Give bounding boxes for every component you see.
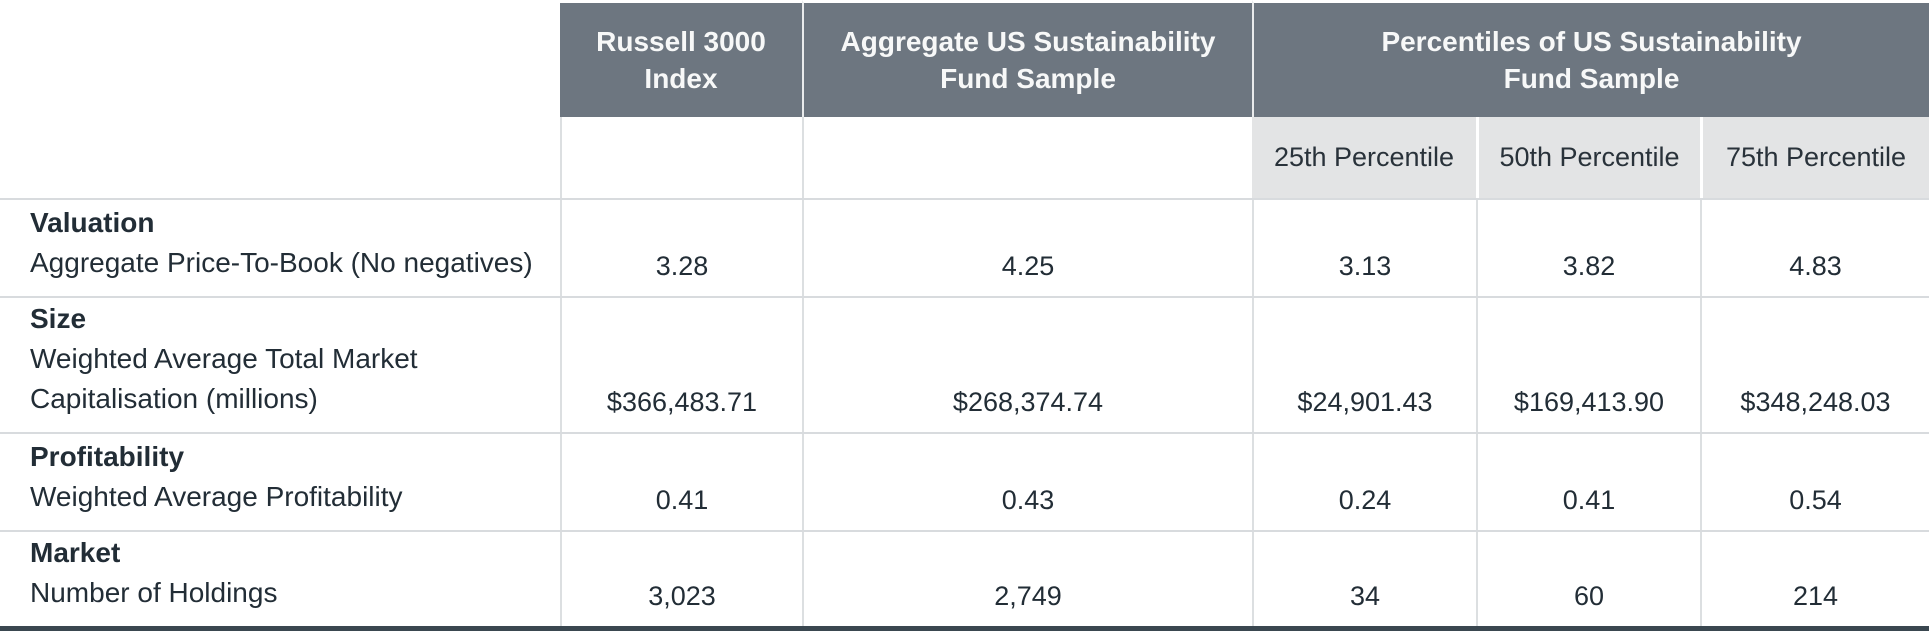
row-label: Market Number of Holdings <box>0 532 560 626</box>
table-row-profitability: Profitability Weighted Average Profitabi… <box>0 432 1929 530</box>
table-row-market: Market Number of Holdings 3,023 2,749 34… <box>0 530 1929 626</box>
row-category: Valuation <box>30 207 155 238</box>
subheader-75th-percentile: 75th Percentile <box>1700 117 1929 198</box>
cell-value: 2,749 <box>802 532 1252 626</box>
cell-value: 0.54 <box>1700 434 1929 530</box>
column-header-percentiles-group: Percentiles of US Sustainability Fund Sa… <box>1252 0 1929 117</box>
header-line: Percentiles of US Sustainability <box>1381 26 1802 57</box>
cell-value: 60 <box>1476 532 1700 626</box>
header-line: Russell 3000 <box>596 26 766 57</box>
cell-value: $169,413.90 <box>1476 298 1700 432</box>
cell-value: 3,023 <box>560 532 802 626</box>
table-row-size: Size Weighted Average Total Market Capit… <box>0 296 1929 432</box>
column-header-aggregate-sample: Aggregate US Sustainability Fund Sample <box>802 0 1252 117</box>
table-row-valuation: Valuation Aggregate Price-To-Book (No ne… <box>0 198 1929 296</box>
table-bottom-border <box>0 626 1929 631</box>
row-label: Valuation Aggregate Price-To-Book (No ne… <box>0 200 560 296</box>
row-category: Size <box>30 303 87 334</box>
header-line: Aggregate US Sustainability <box>840 26 1216 57</box>
row-category: Profitability <box>30 441 185 472</box>
cell-value: 4.25 <box>802 200 1252 296</box>
header-row: Russell 3000 Index Aggregate US Sustaina… <box>0 0 1929 117</box>
header-spacer <box>0 0 560 117</box>
header-line: Index <box>644 63 718 94</box>
cell-value: 34 <box>1252 532 1476 626</box>
cell-value: $24,901.43 <box>1252 298 1476 432</box>
subheader-blank-russell <box>560 117 802 198</box>
row-label: Size Weighted Average Total Market Capit… <box>0 298 560 432</box>
row-metric: Aggregate Price-To-Book (No negatives) <box>30 247 533 278</box>
row-label: Profitability Weighted Average Profitabi… <box>0 434 560 530</box>
cell-value: $268,374.74 <box>802 298 1252 432</box>
cell-value: 0.41 <box>1476 434 1700 530</box>
cell-value: $366,483.71 <box>560 298 802 432</box>
cell-value: 3.82 <box>1476 200 1700 296</box>
cell-value: $348,248.03 <box>1700 298 1929 432</box>
cell-value: 0.43 <box>802 434 1252 530</box>
subheader-row: 25th Percentile 50th Percentile 75th Per… <box>0 117 1929 198</box>
row-metric: Number of Holdings <box>30 577 278 608</box>
cell-value: 214 <box>1700 532 1929 626</box>
row-metric: Weighted Average Total Market Capitalisa… <box>30 343 418 414</box>
header-line: Fund Sample <box>940 63 1116 94</box>
subheader-blank-aggregate <box>802 117 1252 198</box>
cell-value: 4.83 <box>1700 200 1929 296</box>
cell-value: 3.13 <box>1252 200 1476 296</box>
subheader-25th-percentile: 25th Percentile <box>1252 117 1476 198</box>
cell-value: 3.28 <box>560 200 802 296</box>
cell-value: 0.41 <box>560 434 802 530</box>
header-line: Fund Sample <box>1503 63 1680 94</box>
column-header-russell-3000-index: Russell 3000 Index <box>560 0 802 117</box>
cell-value: 0.24 <box>1252 434 1476 530</box>
row-category: Market <box>30 537 121 568</box>
subheader-50th-percentile: 50th Percentile <box>1476 117 1700 198</box>
row-metric: Weighted Average Profitability <box>30 481 403 512</box>
subheader-spacer <box>0 117 560 198</box>
